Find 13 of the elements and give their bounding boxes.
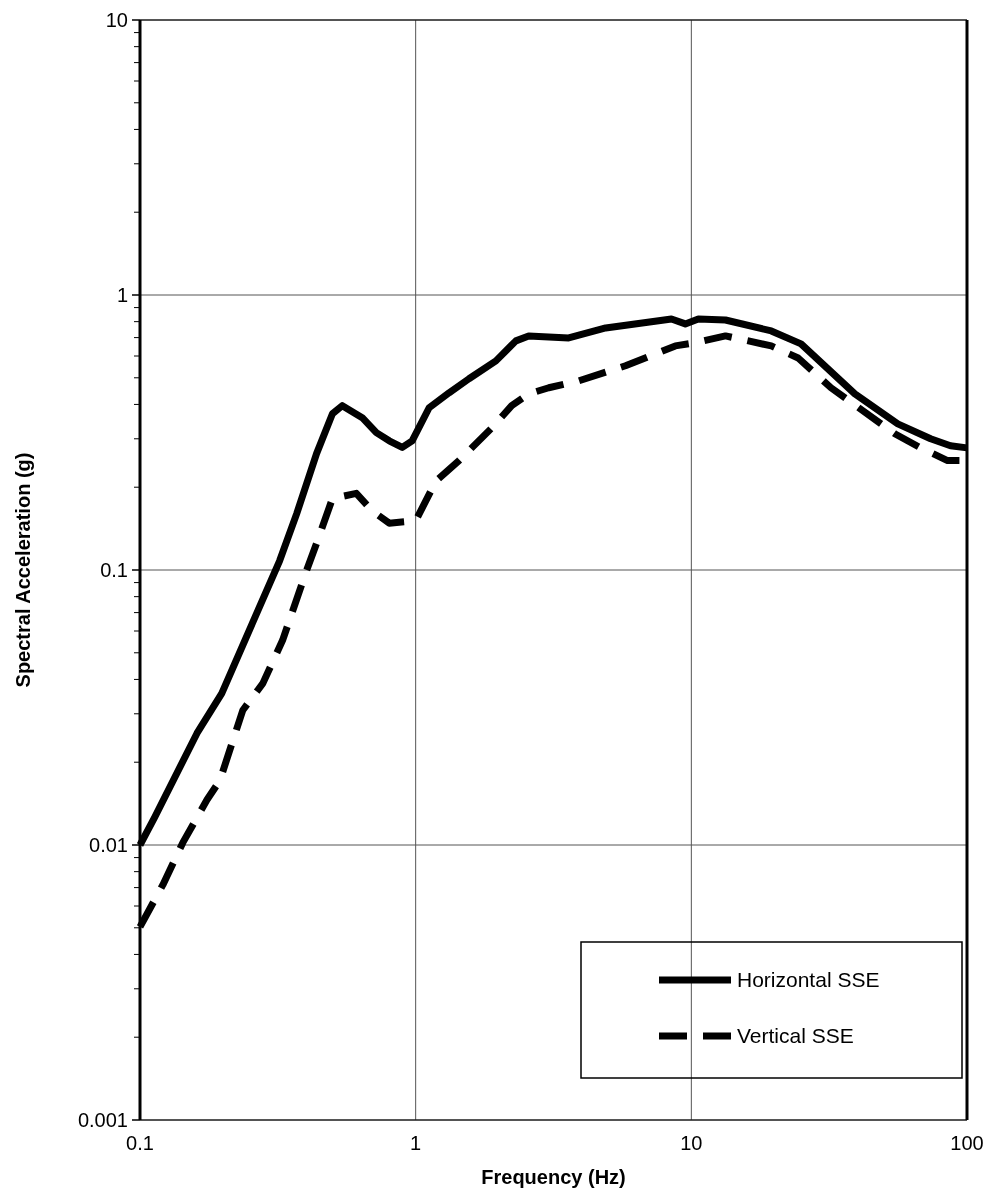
x-tick-label: 10 [680, 1132, 703, 1154]
legend-label: Horizontal SSE [737, 968, 880, 992]
x-tick-label: 0.1 [126, 1132, 154, 1154]
y-tick-label: 0.01 [89, 834, 128, 856]
y-tick-label: 1 [116, 284, 128, 306]
y-tick-label: 0.001 [77, 1109, 128, 1131]
x-tick-label: 1 [410, 1132, 422, 1154]
y-tick-label: 0.1 [100, 559, 128, 581]
x-axis-title: Frequency (Hz) [481, 1166, 626, 1188]
x-tick-label: 100 [950, 1132, 984, 1154]
y-axis-title: Spectral Acceleration (g) [12, 452, 34, 688]
legend-label: Vertical SSE [737, 1024, 854, 1048]
y-tick-label: 10 [105, 9, 128, 31]
